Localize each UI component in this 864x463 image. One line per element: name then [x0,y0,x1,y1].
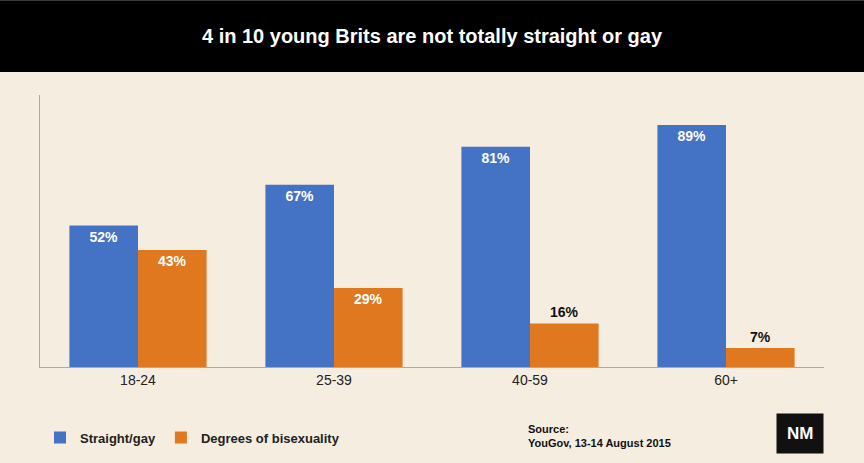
svg-text:67%: 67% [285,188,314,204]
svg-text:4 in 10 young Brits are not to: 4 in 10 young Brits are not totally stra… [202,25,663,47]
svg-text:40-59: 40-59 [512,372,548,388]
svg-text:43%: 43% [158,253,187,269]
svg-text:60+: 60+ [714,372,738,388]
svg-text:18-24: 18-24 [120,372,156,388]
svg-text:Source:YouGov, 13-14 August 20: Source:YouGov, 13-14 August 2015 [528,423,671,449]
svg-text:Degrees of bisexuality: Degrees of bisexuality [201,431,340,446]
svg-text:NM: NM [787,424,813,443]
svg-text:89%: 89% [677,128,706,144]
svg-text:81%: 81% [481,150,510,166]
svg-text:16%: 16% [550,304,579,320]
svg-text:29%: 29% [354,291,383,307]
svg-text:52%: 52% [89,229,118,245]
svg-text:7%: 7% [750,329,771,345]
svg-text:Straight/gay: Straight/gay [80,431,156,446]
svg-text:25-39: 25-39 [316,372,352,388]
